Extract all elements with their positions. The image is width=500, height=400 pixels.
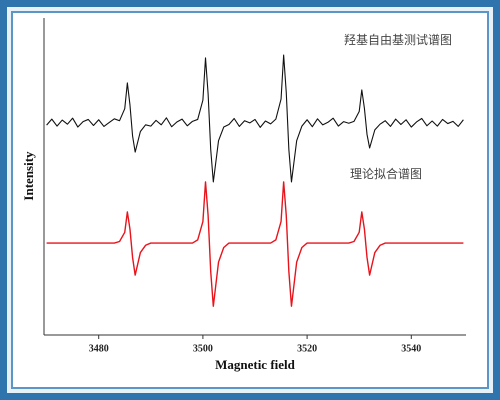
panel (11, 11, 489, 389)
annotation: 羟基自由基测试谱图 (344, 32, 452, 47)
annotation: 理论拟合谱图 (350, 166, 422, 181)
x-tick-label: 3540 (401, 343, 421, 354)
series-line (46, 181, 464, 307)
x-tick-label: 3480 (89, 343, 109, 354)
x-tick-label: 3520 (297, 343, 317, 354)
x-tick-label: 3500 (193, 343, 213, 354)
y-axis-title: Intensity (21, 151, 36, 201)
x-axis-title: Magnetic field (215, 357, 296, 372)
series-line (46, 54, 464, 183)
